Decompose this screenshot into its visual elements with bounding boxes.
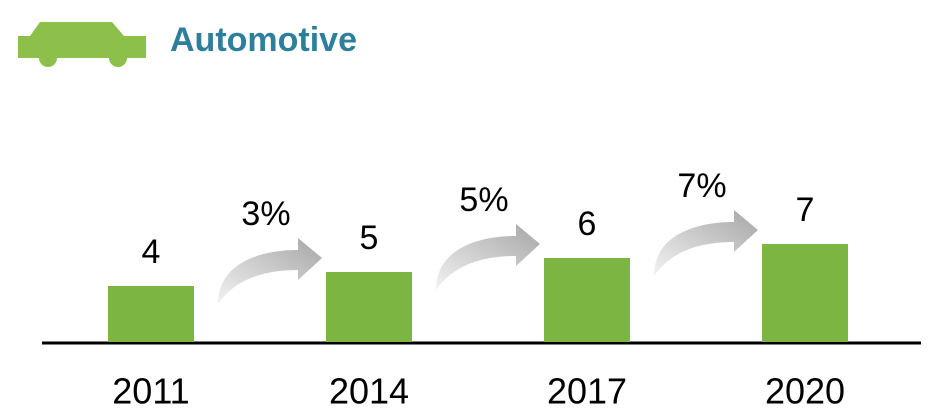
value-label: 7: [796, 191, 815, 229]
growth-arrow: [436, 224, 540, 290]
x-tick-label: 2011: [112, 371, 189, 412]
bar: [326, 272, 412, 342]
x-tick-label: 2017: [547, 371, 627, 412]
car-icon: [18, 22, 146, 67]
bar: [762, 244, 848, 342]
growth-arrow: [654, 210, 758, 276]
x-tick-label: 2020: [765, 371, 845, 412]
growth-label: 7%: [677, 167, 726, 205]
value-label: 4: [142, 233, 161, 271]
growth-label: 3%: [241, 195, 290, 233]
bar: [544, 258, 630, 342]
chart-title: Automotive: [170, 21, 357, 59]
x-tick-label: 2014: [329, 371, 409, 412]
bar: [108, 286, 194, 342]
value-label: 5: [360, 219, 379, 257]
growth-arrow: [218, 238, 322, 304]
growth-label: 5%: [459, 181, 508, 219]
value-label: 6: [578, 205, 597, 243]
